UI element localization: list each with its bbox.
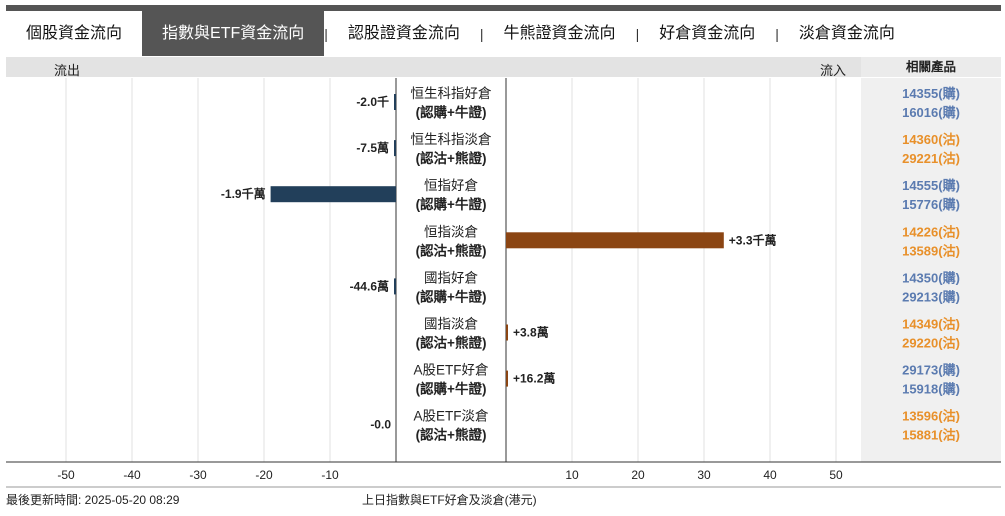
category-subname: (認購+牛證)	[416, 196, 487, 212]
product-link[interactable]: 15776(購)	[902, 197, 960, 212]
category-name: 恒指淡倉	[424, 224, 478, 239]
bar-value-label: -2.0千	[356, 94, 389, 109]
product-link[interactable]: 13589(沽)	[902, 243, 960, 258]
product-link[interactable]: 29173(購)	[902, 363, 960, 378]
bar-value-label: -1.9千萬	[221, 186, 266, 201]
product-link[interactable]: 14226(沽)	[902, 224, 960, 239]
outflow-label: 流出	[54, 63, 81, 78]
tab-3[interactable]: 認股證資金流向	[347, 25, 460, 42]
product-link[interactable]: 29220(沽)	[902, 336, 960, 351]
x-tick-label: -10	[321, 468, 339, 482]
tab-separator: |	[635, 25, 640, 42]
category-name: 國指好倉	[424, 270, 478, 285]
x-tick-label: 20	[631, 468, 645, 482]
tab-bar: 個股資金流向 指數與ETF資金流向 | 認股證資金流向 | 牛熊證資金流向 | 好倉資金流向 |…	[6, 11, 1001, 56]
product-link[interactable]: 15918(購)	[902, 382, 960, 397]
x-tick-label: 40	[763, 468, 777, 482]
top-rule	[6, 5, 1001, 11]
x-tick-label: 30	[697, 468, 711, 482]
product-link[interactable]: 14350(購)	[902, 270, 960, 285]
tab-6[interactable]: 淡倉資金流向	[798, 25, 895, 42]
category-name: 恒指好倉	[424, 178, 478, 193]
x-tick-label: 10	[565, 468, 579, 482]
bar-value-label: -7.5萬	[356, 140, 389, 155]
category-subname: (認沽+熊證)	[416, 427, 487, 443]
products-header: 相關產品	[861, 57, 1001, 77]
category-subname: (認沽+熊證)	[416, 242, 487, 258]
outflow-bar	[270, 186, 396, 203]
tab-separator: |	[324, 25, 328, 42]
product-link[interactable]: 29213(購)	[902, 289, 960, 304]
chart-caption: 上日指數與ETF好倉及淡倉(港元)	[362, 493, 537, 507]
bar-value-label: +3.3千萬	[729, 232, 777, 247]
bar-value-label: -44.6萬	[350, 278, 389, 293]
products-column-bg	[861, 78, 1001, 462]
product-link[interactable]: 14355(購)	[902, 86, 960, 101]
category-name: 國指淡倉	[424, 317, 478, 332]
x-tick-label: -20	[255, 468, 273, 482]
inflow-bar	[506, 370, 508, 387]
bar-value-label: +3.8萬	[513, 325, 549, 340]
x-tick-label: -40	[123, 468, 141, 482]
outflow-bar	[394, 140, 396, 157]
category-subname: (認購+牛證)	[416, 381, 487, 397]
tab-4[interactable]: 牛熊證資金流向	[503, 25, 616, 42]
product-link[interactable]: 14360(沽)	[902, 132, 960, 147]
bar-value-label: +16.2萬	[513, 371, 555, 386]
x-tick-label: -30	[189, 468, 207, 482]
inflow-label: 流入	[820, 63, 847, 78]
x-tick-label: 50	[829, 468, 843, 482]
category-subname: (認購+牛證)	[416, 104, 487, 120]
category-name: 恒生科指淡倉	[411, 132, 492, 147]
tab-5[interactable]: 好倉資金流向	[659, 25, 756, 42]
category-subname: (認沽+熊證)	[416, 150, 487, 166]
last-updated: 最後更新時間: 2025-05-20 08:29	[6, 493, 180, 507]
product-link[interactable]: 13596(沽)	[902, 409, 960, 424]
x-tick-label: -50	[57, 468, 75, 482]
product-link[interactable]: 15881(沽)	[902, 428, 960, 443]
chart-header-bar: 流出 流入 相關產品	[6, 57, 1001, 78]
inflow-bar	[506, 324, 508, 341]
product-link[interactable]: 14349(沽)	[902, 317, 960, 332]
category-subname: (認購+牛證)	[416, 288, 487, 304]
outflow-bar	[394, 94, 396, 110]
outflow-bar	[394, 278, 396, 295]
product-link[interactable]: 16016(購)	[902, 105, 960, 120]
product-link[interactable]: 14555(購)	[902, 178, 960, 193]
bar-value-label: -0.0	[370, 418, 391, 432]
tab-separator: |	[479, 25, 484, 42]
inflow-bar	[506, 232, 724, 249]
tab-1[interactable]: 個股資金流向	[26, 25, 123, 42]
product-link[interactable]: 29221(沽)	[902, 151, 960, 166]
category-name: A股ETF淡倉	[413, 409, 489, 424]
category-name: A股ETF好倉	[413, 363, 489, 378]
tab-2[interactable]: 指數與ETF資金流向	[142, 11, 325, 56]
category-name: 恒生科指好倉	[411, 86, 492, 101]
category-subname: (認沽+熊證)	[416, 335, 487, 351]
tab-separator: |	[775, 25, 779, 42]
